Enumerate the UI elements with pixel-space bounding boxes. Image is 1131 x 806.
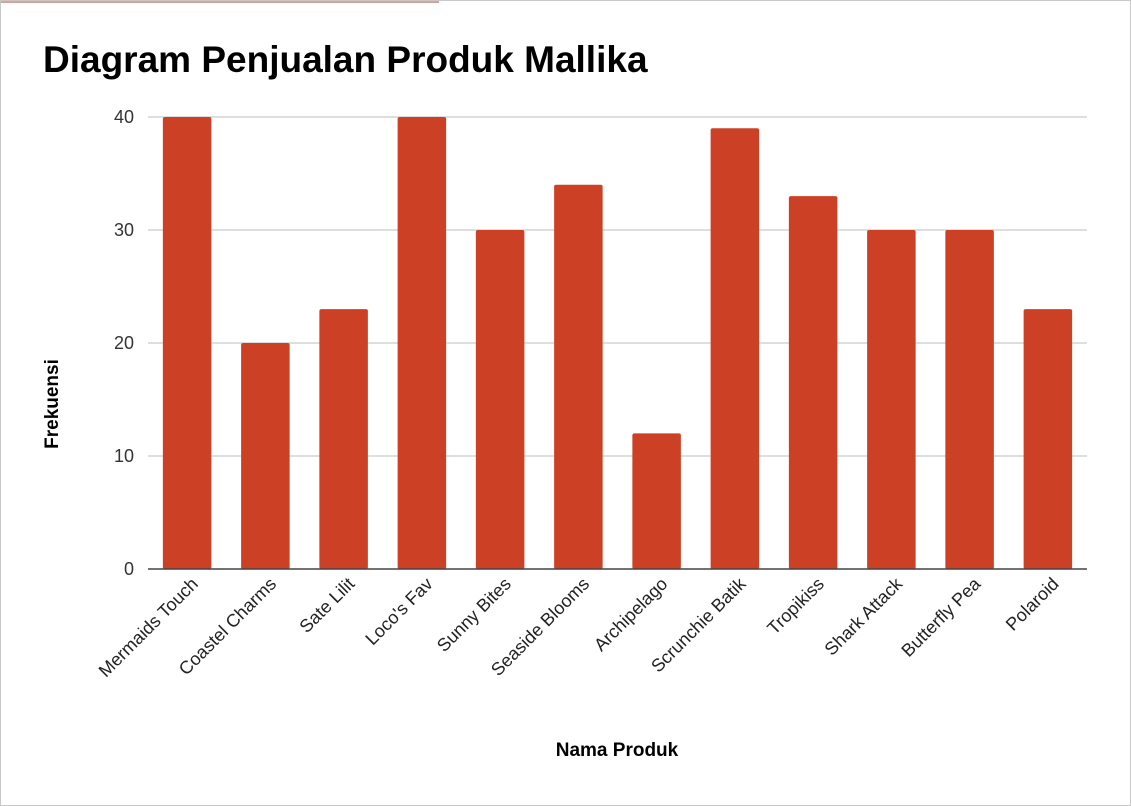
bar bbox=[867, 230, 916, 569]
x-category-label: Butterfly Pea bbox=[897, 573, 985, 661]
x-category-label: Archipelago bbox=[590, 574, 671, 655]
bar bbox=[632, 433, 681, 569]
top-accent-line bbox=[1, 1, 439, 3]
chart-title: Diagram Penjualan Produk Mallika bbox=[43, 39, 648, 80]
y-tick-labels: 0 10 20 30 40 bbox=[114, 107, 134, 579]
x-category-label: Loco's Fav bbox=[361, 574, 436, 649]
bar bbox=[1023, 309, 1073, 569]
bar bbox=[397, 117, 447, 569]
y-tick-label: 30 bbox=[114, 220, 134, 240]
bars bbox=[162, 117, 1073, 570]
x-category-label: Polaroid bbox=[1002, 574, 1063, 635]
y-tick-label: 10 bbox=[114, 446, 134, 466]
x-category-label: Tropikiss bbox=[763, 574, 828, 639]
bar bbox=[788, 196, 838, 569]
x-axis-title: Nama Produk bbox=[556, 740, 679, 761]
x-category-label: Sate Lilit bbox=[295, 574, 358, 637]
y-tick-label: 40 bbox=[114, 107, 134, 127]
bar bbox=[241, 343, 290, 569]
y-axis-title: Frekuensi bbox=[42, 359, 63, 449]
gridlines bbox=[148, 116, 1087, 457]
bar bbox=[945, 230, 994, 569]
bar bbox=[710, 128, 760, 570]
bar bbox=[475, 230, 525, 569]
bar bbox=[554, 184, 603, 570]
x-category-label: Sunny Bites bbox=[433, 574, 515, 656]
y-tick-label: 0 bbox=[124, 559, 134, 579]
bar bbox=[319, 309, 368, 569]
y-tick-label: 20 bbox=[114, 333, 134, 353]
x-category-label: Shark Attack bbox=[821, 573, 907, 659]
bar bbox=[162, 117, 212, 569]
